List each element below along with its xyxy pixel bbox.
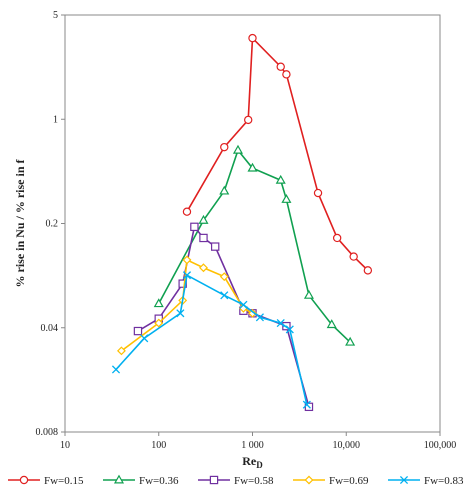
data-point <box>210 242 220 251</box>
marker-stroke <box>399 475 409 485</box>
data-point <box>285 325 294 334</box>
data-point <box>303 289 314 299</box>
data-point <box>349 252 358 261</box>
legend-marker <box>113 474 125 484</box>
data-point <box>176 309 185 318</box>
x-tick-label: 10 <box>60 440 70 451</box>
data-point <box>326 319 337 329</box>
data-point <box>248 33 257 43</box>
series-fw-0-15 <box>182 33 373 275</box>
x-tick-label: 10,000 <box>333 440 361 451</box>
data-point <box>363 266 373 275</box>
data-point <box>190 222 199 232</box>
y-tick-label: 1 <box>53 114 58 125</box>
legend-marker <box>399 475 409 485</box>
data-point <box>332 233 342 243</box>
data-point <box>140 334 149 343</box>
data-point <box>232 144 244 154</box>
legend-item: Fw=0.69 <box>293 475 369 487</box>
series-line <box>158 148 351 343</box>
legend-marker <box>209 475 219 485</box>
data-point <box>282 70 291 79</box>
x-axis-title: ReD <box>242 454 263 470</box>
legend-label: Fw=0.15 <box>44 475 84 487</box>
data-point <box>247 162 258 172</box>
data-point <box>153 298 164 308</box>
legend-label: Fw=0.58 <box>234 475 274 487</box>
y-tick-label: 0.2 <box>46 219 59 230</box>
data-point <box>313 188 323 198</box>
data-point <box>276 319 285 328</box>
data-point <box>198 214 209 224</box>
series-layer <box>111 33 373 412</box>
legend-label: Fw=0.83 <box>424 475 464 487</box>
series-fw-0-83 <box>111 271 311 409</box>
legend-item: Fw=0.15 <box>8 475 84 487</box>
marker-stroke <box>182 271 192 280</box>
marker-stroke <box>176 309 185 318</box>
data-point <box>255 313 264 322</box>
data-point <box>244 115 253 125</box>
data-point <box>281 194 292 203</box>
marker-stroke <box>285 325 294 334</box>
data-point <box>199 233 208 243</box>
marker-stroke <box>302 400 311 409</box>
marker-stroke <box>255 313 264 322</box>
data-point <box>182 207 192 216</box>
y-tick-label: 5 <box>53 10 58 21</box>
data-point <box>239 300 248 309</box>
data-point <box>248 308 257 318</box>
x-tick-label: 1 000 <box>241 440 264 451</box>
data-point <box>220 142 229 152</box>
data-point <box>220 291 229 300</box>
y-tick-label: 0.008 <box>36 427 59 438</box>
data-point <box>302 400 311 409</box>
data-point <box>111 365 121 374</box>
data-point <box>219 185 230 195</box>
marker-stroke <box>111 365 121 374</box>
legend-item: Fw=0.58 <box>198 475 274 487</box>
data-point <box>182 271 192 280</box>
data-point <box>133 326 143 336</box>
series-line <box>115 273 308 405</box>
legend: Fw=0.15 Fw=0.36 Fw=0.58 Fw=0.69 Fw=0.83 <box>8 474 464 487</box>
marker-stroke <box>140 334 149 343</box>
marker-stroke <box>239 300 248 309</box>
series-line <box>186 36 369 271</box>
x-tick-label: 100 <box>151 440 166 451</box>
marker-stroke <box>276 319 285 328</box>
y-tick-label: 0.04 <box>41 323 59 334</box>
data-point <box>275 174 286 184</box>
data-point <box>199 263 208 273</box>
legend-item: Fw=0.83 <box>388 475 464 487</box>
legend-label: Fw=0.69 <box>329 475 369 487</box>
data-point <box>116 346 126 356</box>
data-point <box>276 62 285 71</box>
data-point <box>345 336 356 346</box>
data-point <box>182 255 192 265</box>
x-tick-label: 100,000 <box>424 440 457 451</box>
data-point <box>219 272 229 282</box>
legend-item: Fw=0.36 <box>103 474 179 487</box>
legend-label: Fw=0.36 <box>139 475 179 487</box>
y-axis-title: % rise in Nu / % rise in f <box>13 158 27 287</box>
legend-marker <box>19 475 29 485</box>
series-fw-0-36 <box>153 144 356 346</box>
data-point <box>154 318 164 328</box>
axes: 10 100 1 000 10,000 100,000 0.008 0.04 0.2 1 5 ReD… <box>13 10 456 470</box>
marker-stroke <box>220 291 229 300</box>
legend-marker <box>304 475 314 485</box>
